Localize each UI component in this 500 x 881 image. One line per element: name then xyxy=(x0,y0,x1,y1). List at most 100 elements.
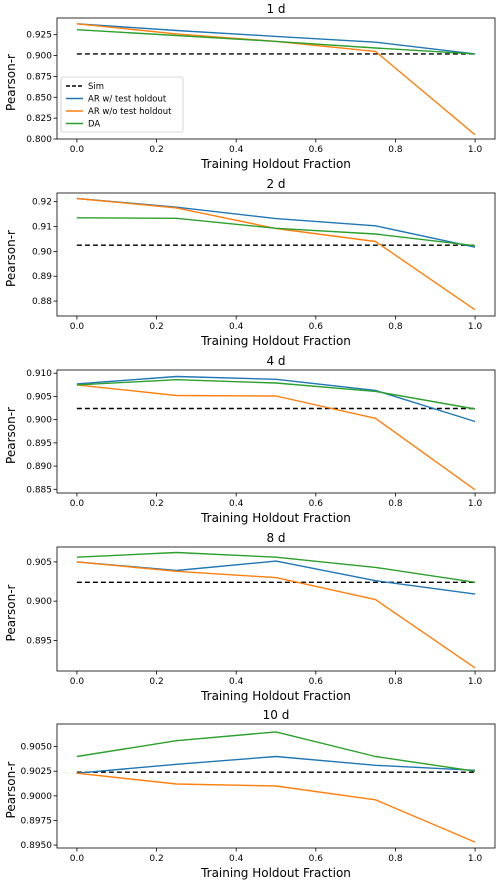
x-tick-label: 0.0 xyxy=(70,145,85,155)
plot-frame xyxy=(56,723,496,849)
y-tick-label: 0.91 xyxy=(32,223,52,233)
x-tick-label: 0.0 xyxy=(70,677,85,687)
x-tick-label: 0.0 xyxy=(70,499,85,509)
x-tick-label: 0.8 xyxy=(388,854,403,864)
series-line-ar-w-o-test-holdout xyxy=(76,197,476,311)
y-tick-label: 0.89 xyxy=(32,272,52,282)
plot-frame xyxy=(56,17,496,140)
y-tick-label: 0.900 xyxy=(26,416,52,426)
x-tick-label: 0.8 xyxy=(388,499,403,509)
y-tick-label: 0.825 xyxy=(26,114,52,124)
series-line-da xyxy=(76,379,476,410)
x-axis-label: Training Holdout Fraction xyxy=(200,689,351,703)
x-tick-label: 0.8 xyxy=(388,677,403,687)
x-tick-label: 0.4 xyxy=(229,145,244,155)
x-tick-label: 0.6 xyxy=(309,145,324,155)
x-tick-label: 0.4 xyxy=(229,677,244,687)
y-tick-label: 0.905 xyxy=(26,392,52,402)
chart-title: 4 d xyxy=(266,354,285,368)
x-tick-label: 0.4 xyxy=(229,499,244,509)
x-tick-label: 0.2 xyxy=(149,677,163,687)
series-line-da xyxy=(76,29,476,55)
x-tick-label: 0.4 xyxy=(229,854,244,864)
y-tick-label: 0.800 xyxy=(26,135,52,145)
x-tick-label: 0.6 xyxy=(309,677,324,687)
y-tick-label: 0.910 xyxy=(26,369,52,379)
chart-title: 1 d xyxy=(266,2,285,16)
chart-title: 2 d xyxy=(266,177,285,191)
y-tick-label: 0.92 xyxy=(32,198,52,208)
chart-panel: 1 d 0.0 0.2 0.4 0.6 0.8 1.0 0.800 0.825 0.850 0.87… xyxy=(4,2,496,171)
x-tick-label: 0.2 xyxy=(149,499,163,509)
x-tick-label: 0.2 xyxy=(149,145,163,155)
x-tick-label: 0.0 xyxy=(70,322,85,332)
x-tick-label: 1.0 xyxy=(468,677,483,687)
chart-title: 10 d xyxy=(263,708,290,722)
x-tick-label: 0.6 xyxy=(309,854,324,864)
y-tick-label: 0.88 xyxy=(32,297,52,307)
legend-label: AR w/ test holdout xyxy=(88,95,167,105)
plot-frame xyxy=(56,369,496,494)
y-tick-label: 0.905 xyxy=(26,558,52,568)
y-tick-label: 0.9000 xyxy=(21,792,53,802)
x-tick-label: 1.0 xyxy=(468,145,483,155)
y-tick-label: 0.9050 xyxy=(21,743,53,753)
legend-label: DA xyxy=(88,120,100,130)
x-tick-label: 0.8 xyxy=(388,145,403,155)
legend: Sim AR w/ test holdout AR w/o test holdout… xyxy=(60,76,184,133)
series-line-ar-w-o-test-holdout xyxy=(76,561,476,669)
legend-label: Sim xyxy=(88,82,104,92)
x-tick-label: 0.8 xyxy=(388,322,403,332)
plot-frame xyxy=(56,192,496,317)
y-tick-label: 0.925 xyxy=(26,31,52,41)
x-tick-label: 0.6 xyxy=(309,322,324,332)
y-axis-label: Pearson-r xyxy=(4,407,18,464)
legend-label: AR w/o test holdout xyxy=(88,107,172,117)
series-line-ar-w-test-holdout xyxy=(76,755,476,774)
series-line-ar-w-test-holdout xyxy=(76,197,476,248)
legend-box xyxy=(60,76,184,133)
y-tick-label: 0.875 xyxy=(26,72,52,82)
series-line-ar-w-test-holdout xyxy=(76,375,476,423)
x-tick-label: 1.0 xyxy=(468,854,483,864)
y-tick-label: 0.900 xyxy=(26,597,52,607)
x-tick-label: 1.0 xyxy=(468,499,483,509)
chart-title: 8 d xyxy=(266,531,285,545)
y-tick-label: 0.895 xyxy=(26,636,52,646)
x-axis-label: Training Holdout Fraction xyxy=(200,334,351,348)
x-tick-label: 0.6 xyxy=(309,499,324,509)
x-axis-label: Training Holdout Fraction xyxy=(200,511,351,525)
x-tick-label: 0.2 xyxy=(149,854,163,864)
x-axis-label: Training Holdout Fraction xyxy=(200,157,351,171)
y-tick-label: 0.9025 xyxy=(21,767,53,777)
series-line-da xyxy=(76,731,476,772)
chart-panel: 4 d 0.0 0.2 0.4 0.6 0.8 1.0 0.885 0.890 0.895 0.90… xyxy=(4,354,496,525)
plot-frame xyxy=(56,546,496,672)
series-line-ar-w-o-test-holdout xyxy=(76,384,476,491)
y-tick-label: 0.850 xyxy=(26,93,52,103)
y-axis-label: Pearson-r xyxy=(4,584,18,641)
y-tick-label: 0.890 xyxy=(26,462,52,472)
series-line-ar-w-o-test-holdout xyxy=(76,772,476,843)
chart-panel: 8 d 0.0 0.2 0.4 0.6 0.8 1.0 0.895 0.900 0.905 Trai… xyxy=(4,531,496,703)
chart-panel: 10 d 0.0 0.2 0.4 0.6 0.8 1.0 0.8950 0.8975 0.9000… xyxy=(4,708,496,880)
y-tick-label: 0.8975 xyxy=(21,816,53,826)
y-axis-label: Pearson-r xyxy=(4,230,18,287)
y-axis-label: Pearson-r xyxy=(4,54,18,111)
series-line-ar-w-test-holdout xyxy=(76,23,476,55)
series-line-da xyxy=(76,217,476,247)
y-tick-label: 0.90 xyxy=(32,247,52,257)
y-tick-label: 0.895 xyxy=(26,439,52,449)
x-tick-label: 0.4 xyxy=(229,322,244,332)
x-axis-label: Training Holdout Fraction xyxy=(200,866,351,880)
x-tick-label: 0.2 xyxy=(149,322,163,332)
series-line-da xyxy=(76,551,476,583)
x-tick-label: 0.0 xyxy=(70,854,85,864)
x-tick-label: 1.0 xyxy=(468,322,483,332)
chart-panel: 2 d 0.0 0.2 0.4 0.6 0.8 1.0 0.88 0.89 0.90 0.91 0.9… xyxy=(4,177,496,348)
y-tick-label: 0.8950 xyxy=(21,841,53,851)
y-tick-label: 0.900 xyxy=(26,52,52,62)
y-tick-label: 0.885 xyxy=(26,485,52,495)
y-axis-label: Pearson-r xyxy=(4,761,18,818)
